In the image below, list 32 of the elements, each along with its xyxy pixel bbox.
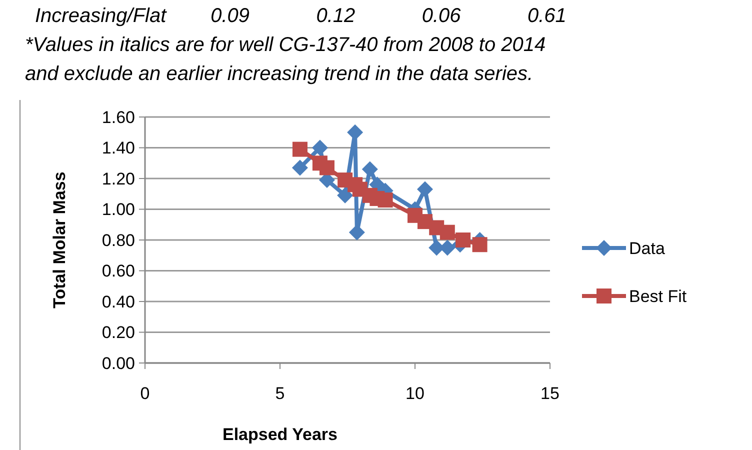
point <box>456 232 471 248</box>
point <box>440 224 455 240</box>
text: Increasing/Flat 0.09 0.12 0.06 0.61 <box>35 5 566 27</box>
point <box>292 160 308 176</box>
point <box>312 140 328 156</box>
legend-label: Best Fit <box>629 286 687 306</box>
point <box>362 161 378 178</box>
y-tick-label: 1.60 <box>102 108 135 127</box>
point <box>472 237 488 252</box>
y-tick-label: 0.20 <box>102 323 135 342</box>
y-tick-label: 0.00 <box>102 354 135 373</box>
point <box>337 187 354 204</box>
x-tick-label: 10 <box>406 384 424 403</box>
point <box>347 124 364 140</box>
y-tick-label: 1.00 <box>102 200 135 220</box>
point <box>378 192 393 208</box>
point <box>416 181 433 198</box>
y-axis-title: Total Molar Mass <box>50 172 69 308</box>
point <box>292 142 308 157</box>
y-tick-label: 0.80 <box>102 230 135 250</box>
x-tick-label: 0 <box>140 384 150 403</box>
point <box>348 224 365 240</box>
y-tick-label: 1.40 <box>102 138 135 158</box>
y-tick-label: 0.40 <box>102 292 135 312</box>
y-tick-label: 0.60 <box>102 262 135 281</box>
y-tick-label: 1.20 <box>102 169 135 188</box>
text: *Values in italics are for well CG-137-40 from 2008 to 2014 <box>25 34 546 56</box>
x-tick-label: 5 <box>275 384 285 403</box>
text: and exclude an earlier increasing trend in the data series. <box>25 63 534 85</box>
x-axis-title: Elapsed Years <box>222 425 338 444</box>
legend-label: Data <box>629 238 666 258</box>
x-tick-label: 15 <box>540 384 560 403</box>
